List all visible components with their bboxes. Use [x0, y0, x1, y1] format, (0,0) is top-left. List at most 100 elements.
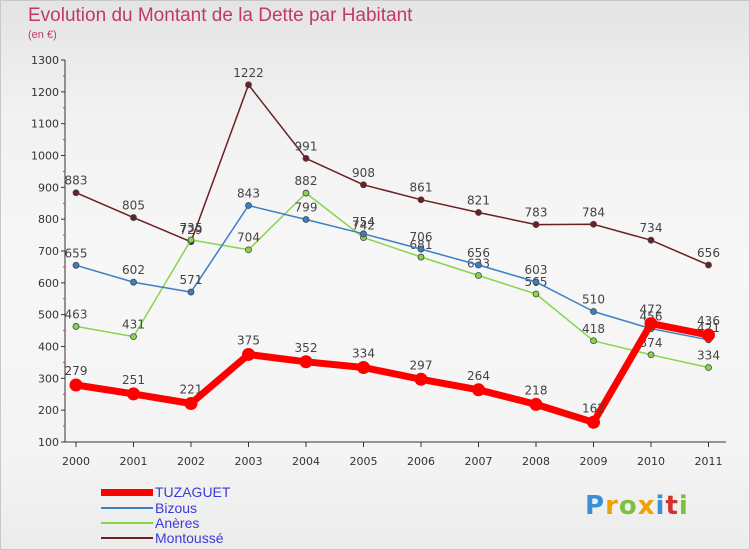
x-tick-label: 2005 [350, 455, 378, 468]
proxiti-logo: Proxiti [585, 491, 689, 521]
data-point-tuzaguet [414, 372, 428, 386]
series-line-tuzaguet [72, 320, 712, 426]
data-label-montousse: 821 [467, 193, 490, 207]
legend-label-montousse: Montoussé [155, 530, 224, 546]
data-label-montousse: 729 [180, 223, 203, 237]
x-tick-label: 2003 [235, 455, 263, 468]
logo-letter: t [665, 491, 679, 521]
axes: 100 200 300 400 500 600 700 800 900 1000 1100 1200 1… [31, 54, 726, 468]
data-point-tuzaguet [357, 361, 370, 375]
data-point-aneres [130, 333, 137, 341]
x-tick-label: 2010 [637, 455, 665, 468]
data-label-tuzaguet: 251 [122, 373, 145, 387]
y-tick-label: 300 [38, 372, 59, 385]
logo-letter: o [618, 491, 638, 521]
data-label-bizous: 706 [410, 230, 433, 244]
x-tick-label: 2000 [62, 455, 90, 468]
data-label-montousse: 861 [410, 181, 433, 195]
data-label-montousse: 783 [525, 206, 548, 220]
data-point-tuzaguet [299, 355, 313, 369]
data-point-tuzaguet [472, 383, 485, 397]
legend-label-tuzaguet: TUZAGUET [155, 484, 231, 500]
data-point-tuzaguet [69, 378, 83, 392]
data-label-montousse: 1222 [233, 66, 264, 80]
data-point-montousse [417, 196, 425, 204]
data-label-bizous: 799 [295, 200, 318, 214]
data-label-bizous: 655 [65, 246, 88, 260]
x-tick-label: 2004 [292, 455, 320, 468]
logo-letter: i [655, 491, 666, 521]
x-tick-label: 2011 [695, 455, 723, 468]
series-line-aneres [75, 192, 710, 369]
data-point-bizous [245, 202, 252, 209]
data-point-bizous [417, 245, 425, 253]
legend-swatch-aneres [101, 522, 153, 524]
data-label-tuzaguet: 264 [467, 369, 490, 383]
x-tick-label: 2001 [120, 455, 148, 468]
data-label-aneres: 418 [582, 322, 605, 336]
y-tick-label: 400 [38, 341, 59, 354]
data-point-montousse [532, 221, 540, 228]
data-point-bizous [360, 230, 367, 238]
data-label-bizous: 456 [640, 310, 663, 324]
x-tick-label: 2009 [580, 455, 608, 468]
logo-letter: x [637, 491, 656, 521]
y-tick-label: 1100 [31, 118, 59, 131]
data-point-tuzaguet [127, 387, 140, 401]
data-label-tuzaguet: 279 [65, 364, 88, 378]
data-label-aneres: 742 [352, 219, 375, 233]
y-tick-label: 900 [38, 181, 59, 194]
data-label-aneres: 882 [295, 174, 318, 188]
data-label-aneres: 681 [410, 238, 433, 252]
data-label-tuzaguet: 162 [582, 401, 605, 415]
data-label-montousse: 991 [295, 139, 318, 153]
y-tick-label: 1000 [31, 150, 59, 163]
data-label-tuzaguet: 297 [410, 358, 433, 372]
data-label-tuzaguet: 218 [525, 383, 548, 397]
data-point-aneres [590, 337, 597, 345]
data-label-montousse: 734 [640, 221, 663, 235]
data-label-bizous: 656 [467, 246, 490, 260]
data-label-bizous: 754 [352, 215, 375, 229]
logo-letter: r [605, 491, 619, 521]
data-point-montousse [360, 181, 367, 189]
x-tick-label: 2006 [407, 455, 435, 468]
data-point-bizous [590, 308, 597, 315]
data-point-aneres [245, 246, 252, 254]
chart-subtitle: (en €) [28, 29, 57, 41]
y-tick-label: 700 [38, 245, 59, 258]
data-label-tuzaguet: 472 [640, 303, 663, 317]
series-line-bizous [75, 204, 710, 341]
y-tick-label: 600 [38, 277, 59, 290]
y-tick-label: 800 [38, 213, 59, 226]
legend-swatch-bizous [101, 507, 153, 509]
data-point-aneres [302, 189, 310, 197]
data-point-montousse [130, 214, 137, 221]
data-point-montousse [705, 261, 712, 269]
data-label-bizous: 602 [122, 263, 145, 277]
data-label-tuzaguet: 375 [237, 333, 260, 347]
legend-label-aneres: Anères [155, 515, 200, 531]
data-label-aneres: 463 [65, 307, 88, 321]
y-tick-label: 500 [38, 309, 59, 322]
data-point-bizous [532, 278, 540, 286]
data-label-tuzaguet: 334 [352, 347, 375, 361]
data-point-tuzaguet [644, 317, 658, 331]
legend-label-bizous: Bizous [155, 500, 198, 516]
data-point-bizous [130, 278, 137, 286]
data-label-aneres: 704 [237, 231, 260, 245]
logo-letter: i [678, 491, 689, 521]
data-point-montousse [245, 81, 252, 89]
data-point-bizous [72, 261, 80, 269]
data-label-montousse: 883 [65, 174, 88, 188]
y-tick-label: 200 [38, 404, 59, 417]
data-point-montousse [590, 220, 597, 228]
data-label-bizous: 603 [525, 263, 548, 277]
x-tick-label: 2008 [522, 455, 550, 468]
data-point-aneres [475, 272, 482, 279]
data-label-aneres: 735 [180, 221, 203, 235]
data-point-tuzaguet [702, 328, 715, 342]
data-point-aneres [187, 236, 195, 244]
